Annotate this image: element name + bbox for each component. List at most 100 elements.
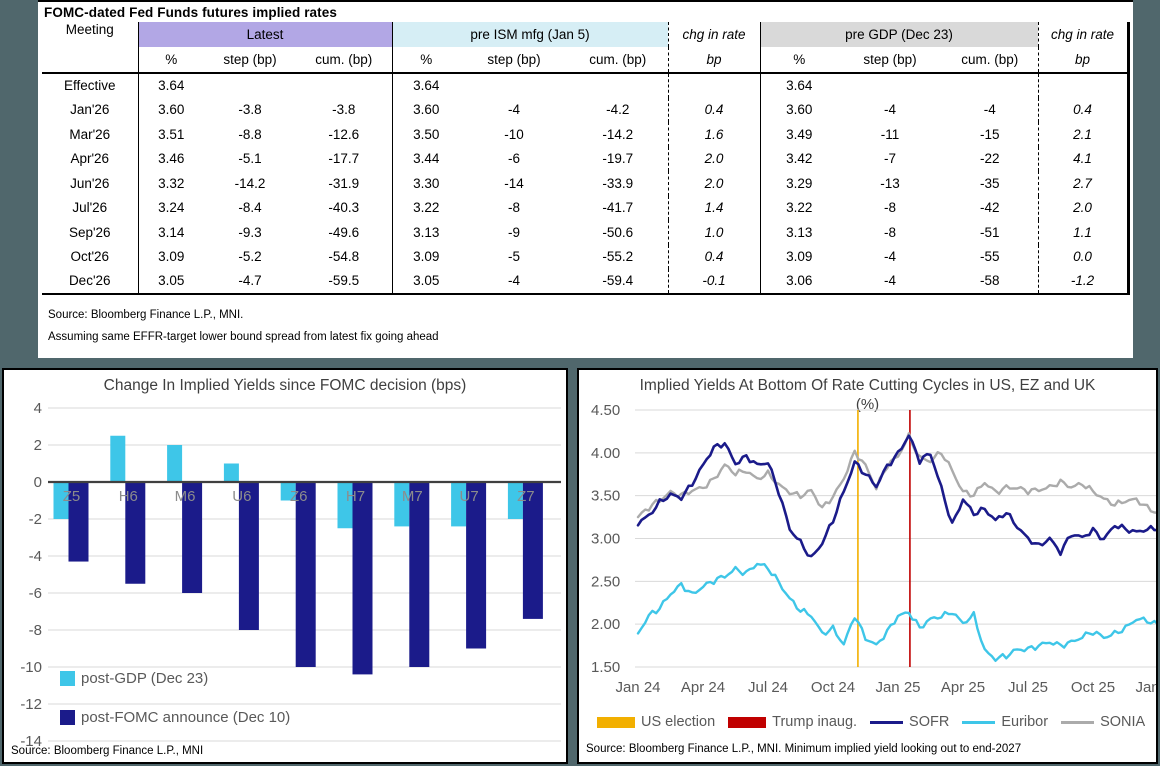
meeting-cell: Mar'26 xyxy=(42,122,139,147)
legend-post-gdp: post-GDP (Dec 23) xyxy=(60,670,208,687)
value-cell: -5 xyxy=(507,249,520,265)
value-cell: -8 xyxy=(507,200,520,216)
bar-post-fomc xyxy=(125,482,146,584)
value-cell: -22 xyxy=(942,146,1039,171)
value-cell: -4 xyxy=(884,102,897,118)
value-cell xyxy=(942,73,1039,98)
value-cell: -40.3 xyxy=(296,195,393,220)
legend-swatch xyxy=(962,720,996,724)
value-cell: 2.7 xyxy=(1038,171,1130,196)
value-cell xyxy=(568,73,669,98)
table-row: Jan'26 3.60 -3.8 -3.8 3.60 -4 -4.2 0.4 3.60 -4 -4 0… xyxy=(42,97,1130,122)
meeting-cell: Sep'26 xyxy=(42,220,139,245)
table-row: Jun'26 3.32 -14.2 -31.9 3.30 -14 -33.9 2.0 3.29 -… xyxy=(42,171,1130,196)
bar-post-fomc xyxy=(466,482,487,649)
legend-item-us-election: US election xyxy=(597,714,715,730)
value-cell: 3.64 xyxy=(158,78,185,94)
col-header-meeting: Meeting xyxy=(42,22,139,74)
y-axis-tick-label: -8 xyxy=(29,622,42,639)
value-cell: -6 xyxy=(507,151,520,167)
bar-post-gdp xyxy=(53,482,69,519)
value-cell: 3.05 xyxy=(392,269,460,295)
y-axis-tick-label: 1.50 xyxy=(591,659,620,676)
value-cell xyxy=(204,73,296,98)
legend-label: SOFR xyxy=(909,714,950,730)
value-cell: -5.1 xyxy=(238,151,262,167)
x-axis-tick-label: Apr 25 xyxy=(941,679,985,696)
legend-label: US election xyxy=(641,714,716,730)
value-cell: -13 xyxy=(880,175,900,191)
value-cell: -14.2 xyxy=(568,122,669,147)
value-cell: 3.64 xyxy=(786,78,813,94)
meeting-cell: Apr'26 xyxy=(42,146,139,171)
value-cell: 3.51 xyxy=(158,126,185,142)
legend-item-sofr: SOFR xyxy=(870,714,949,730)
value-cell: -55.2 xyxy=(568,244,669,269)
meeting-cell: Effective xyxy=(42,73,139,98)
y-axis-tick-label: -2 xyxy=(29,511,42,528)
legend-item-trump-inaug-: Trump inaug. xyxy=(728,714,857,730)
subheader-bp: bp xyxy=(668,47,761,74)
x-axis-tick-label: Oct 24 xyxy=(811,679,855,696)
value-cell: -58 xyxy=(942,269,1039,295)
value-cell: 3.32 xyxy=(158,175,185,191)
value-cell: -9 xyxy=(507,224,520,240)
bar-post-fomc xyxy=(295,482,316,667)
bar-post-fomc xyxy=(238,482,259,630)
value-cell: -59.4 xyxy=(568,269,669,295)
value-cell xyxy=(1038,73,1130,98)
y-axis-tick-label: -10 xyxy=(20,659,42,676)
value-cell: 1.6 xyxy=(668,122,761,147)
value-cell: 3.09 xyxy=(158,249,185,265)
line-chart-plot: 4.50 4.00 3.50 3.00 2.50 2.00 1.50 Jan 24 Apr 24… xyxy=(591,402,1156,696)
subheader-pct: % xyxy=(760,47,839,74)
line-chart-source: Source: Bloomberg Finance L.P., MNI. Min… xyxy=(586,743,1022,755)
meeting-cell: Oct'26 xyxy=(42,244,139,269)
bar-post-gdp xyxy=(223,463,239,482)
col-group-pre-ism: pre ISM mfg (Jan 5) xyxy=(392,22,669,47)
y-axis-tick-label: -14 xyxy=(20,733,42,750)
meeting-cell: Dec'26 xyxy=(42,269,139,295)
x-axis-tick-label: Jul 24 xyxy=(748,679,788,696)
x-axis-tick-label: Jan 26 xyxy=(1135,679,1156,696)
value-cell: -17.7 xyxy=(296,146,393,171)
bar-post-fomc xyxy=(68,482,89,562)
line-chart-legend: US election Trump inaug. SOFR Euribor SONIA xyxy=(597,714,1158,730)
value-cell: -14 xyxy=(504,175,524,191)
value-cell: 3.22 xyxy=(413,200,440,216)
table-group-header-row: Meeting Latest pre ISM mfg (Jan 5) chg i… xyxy=(42,22,1130,74)
value-cell: -8 xyxy=(884,200,897,216)
x-axis-tick-label: Jul 25 xyxy=(1008,679,1048,696)
value-cell: -10 xyxy=(504,126,524,142)
meeting-cell: Jul'26 xyxy=(42,195,139,220)
meeting-cell: Jan'26 xyxy=(42,97,139,122)
col-group-latest: Latest xyxy=(138,22,393,47)
legend-item-euribor: Euribor xyxy=(962,714,1048,730)
y-axis-tick-label: -4 xyxy=(29,548,42,565)
bar-post-gdp xyxy=(280,482,296,501)
x-category-label: H7 xyxy=(346,488,365,505)
value-cell: -4 xyxy=(884,249,897,265)
value-cell: 3.09 xyxy=(786,249,813,265)
x-axis-tick-label: Jan 24 xyxy=(615,679,660,696)
bar-chart-source: Source: Bloomberg Finance L.P., MNI xyxy=(11,745,204,757)
col-group-chg-in-rate-1: chg in rate xyxy=(668,22,761,47)
legend-label: Trump inaug. xyxy=(772,714,858,730)
value-cell: -35 xyxy=(942,171,1039,196)
bar-post-gdp xyxy=(110,435,126,482)
x-category-label: H6 xyxy=(119,488,138,505)
bar-post-gdp xyxy=(394,482,410,527)
value-cell: 3.29 xyxy=(786,175,813,191)
legend-label-post-fomc: post-FOMC announce (Dec 10) xyxy=(81,709,291,726)
x-category-label: U7 xyxy=(460,488,479,505)
line-chart-subtitle: (%) xyxy=(855,396,880,413)
series-line-sonia xyxy=(636,432,1156,519)
value-cell: 3.14 xyxy=(158,224,185,240)
series-line-sofr xyxy=(636,434,1156,558)
value-cell: 2.1 xyxy=(1038,122,1130,147)
line-chart-title: Implied Yields At Bottom Of Rate Cutting… xyxy=(639,377,1096,394)
value-cell: 3.13 xyxy=(786,224,813,240)
x-category-label: U6 xyxy=(232,488,251,505)
value-cell: -41.7 xyxy=(568,195,669,220)
x-category-label: M6 xyxy=(175,488,196,505)
